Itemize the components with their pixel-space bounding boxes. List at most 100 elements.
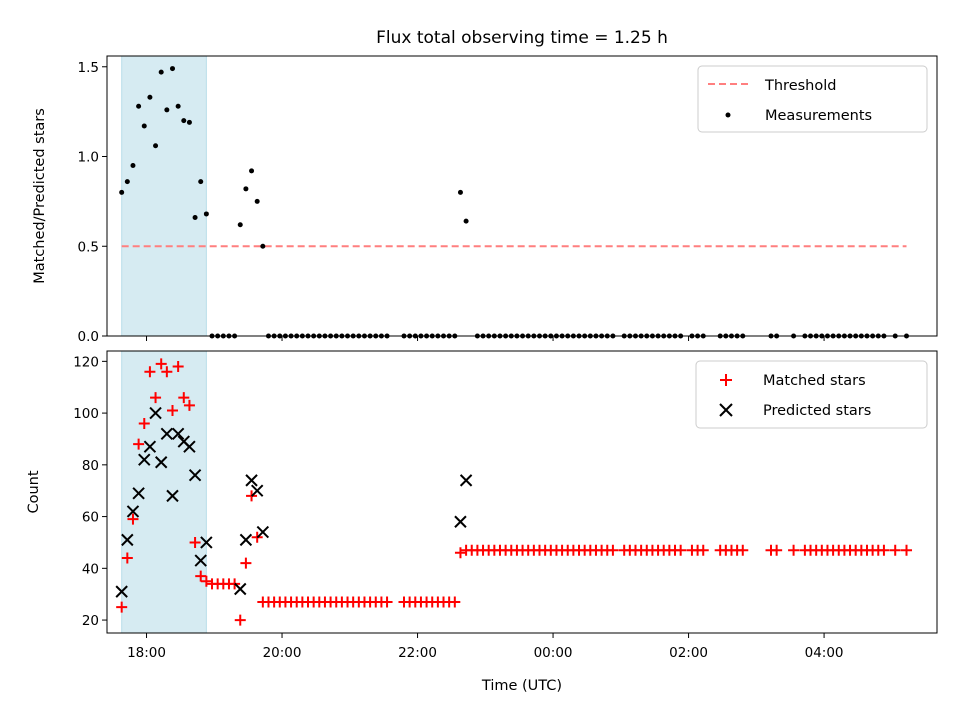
- measurement-point: [463, 218, 469, 224]
- measurement-point: [164, 107, 170, 113]
- matched-stars-series: [116, 358, 913, 626]
- top-y-tick-label: 0.5: [78, 239, 99, 255]
- predicted-star-marker: [121, 533, 134, 547]
- matched-star-marker: [901, 544, 913, 556]
- highlight-span: [121, 55, 207, 337]
- predicted-star-marker: [183, 440, 196, 453]
- matched-star-marker: [133, 438, 145, 450]
- bottom-y-tick-label: 20: [82, 613, 99, 629]
- measurement-point: [124, 179, 130, 185]
- measurement-point: [119, 189, 125, 195]
- legend-predicted-label: Predicted stars: [763, 403, 871, 419]
- count-panel: 20 40 60 80 100 120 18:00 20:00 22:00 00:00 02:00…: [26, 350, 938, 694]
- top-y-axis-ticks: 0.0 0.5 1.0 1.5: [78, 60, 107, 345]
- bottom-y-tick-label: 120: [73, 354, 99, 370]
- matched-star-marker: [889, 544, 901, 556]
- bottom-y-tick-label: 60: [82, 510, 99, 526]
- matched-star-marker: [449, 596, 461, 608]
- measurement-point: [147, 94, 153, 100]
- matched-star-marker: [178, 392, 190, 404]
- matched-star-marker: [150, 392, 162, 404]
- bottom-x-axis-ticks: 18:00 20:00 22:00 00:00 02:00 04:00: [127, 633, 844, 661]
- bottom-legend: Matched stars Predicted stars: [695, 360, 928, 429]
- measurement-point: [141, 123, 147, 129]
- predicted-star-marker: [459, 474, 473, 487]
- top-legend: Threshold Measurements: [697, 65, 928, 133]
- legend-threshold-label: Threshold: [764, 78, 836, 94]
- predicted-star-marker: [132, 487, 145, 500]
- highlight-span-rect: [121, 55, 207, 337]
- x-tick-label: 04:00: [805, 645, 844, 661]
- matched-star-marker: [144, 366, 156, 378]
- matched-star-marker: [172, 361, 184, 373]
- highlight-span: [121, 350, 207, 634]
- chart-title: Flux total observing time = 1.25 h: [376, 28, 668, 48]
- predicted-star-marker: [171, 427, 185, 440]
- predicted-star-marker: [149, 406, 162, 420]
- top-x-axis-ticks: [146, 336, 825, 341]
- measurement-point: [136, 103, 142, 109]
- x-tick-label: 18:00: [127, 645, 166, 661]
- predicted-star-marker: [154, 456, 168, 469]
- bottom-y-tick-label: 40: [82, 561, 99, 577]
- matched-star-marker: [138, 417, 150, 429]
- bottom-axes-frame: [106, 350, 938, 634]
- predicted-star-marker: [256, 525, 270, 539]
- matched-star-marker: [195, 570, 207, 582]
- x-axis-label: Time (UTC): [481, 678, 562, 694]
- matched-star-marker: [607, 544, 619, 556]
- matched-star-marker: [878, 544, 890, 556]
- matched-star-marker: [183, 399, 195, 411]
- measurement-point: [175, 103, 181, 109]
- legend-matched-label: Matched stars: [763, 373, 866, 389]
- measurement-point: [153, 143, 159, 149]
- predicted-star-marker: [143, 440, 157, 453]
- predicted-stars-series: [115, 406, 473, 598]
- matched-star-marker: [121, 552, 133, 564]
- matched-star-marker: [189, 536, 201, 548]
- measurement-point: [254, 198, 260, 204]
- predicted-star-marker: [115, 585, 128, 598]
- measurement-point: [198, 179, 204, 185]
- matched-star-marker: [200, 575, 212, 587]
- matched-star-marker: [697, 544, 709, 556]
- matched-star-marker: [155, 358, 167, 370]
- x-tick-label: 02:00: [669, 645, 708, 661]
- top-y-tick-label: 1.5: [78, 60, 99, 76]
- measurement-point: [186, 119, 192, 125]
- x-tick-label: 22:00: [398, 645, 437, 661]
- measurement-point: [237, 222, 243, 228]
- predicted-star-marker: [239, 533, 253, 547]
- bottom-y-tick-label: 80: [82, 458, 99, 474]
- matched-star-marker: [240, 557, 252, 569]
- predicted-star-marker: [454, 515, 467, 528]
- bottom-y-axis-ticks: 20 40 60 80 100 120: [73, 354, 107, 629]
- top-axes-frame: [106, 55, 938, 337]
- matched-star-marker: [788, 544, 800, 556]
- measurement-point: [243, 186, 249, 192]
- legend-measurements-swatch: [725, 112, 731, 118]
- matched-star-marker: [381, 596, 393, 608]
- predicted-star-marker: [160, 427, 174, 440]
- matched-star-marker: [116, 601, 128, 613]
- measurement-point: [192, 215, 198, 221]
- predicted-star-marker: [166, 489, 179, 503]
- matched-star-marker: [161, 366, 173, 378]
- top-y-tick-label: 1.0: [78, 150, 99, 166]
- top-y-axis-label: Matched/Predicted stars: [32, 108, 48, 284]
- matched-star-marker: [127, 513, 139, 525]
- matched-star-marker: [737, 544, 749, 556]
- predicted-star-marker: [138, 453, 151, 466]
- matched-star-marker: [234, 614, 246, 626]
- bottom-y-axis-label: Count: [26, 470, 42, 513]
- measurement-point: [181, 118, 187, 124]
- measurement-point: [203, 211, 209, 217]
- top-y-tick-label: 0.0: [78, 329, 99, 345]
- ratio-panel: 0.0 0.5 1.0 1.5 Matched/Predicted stars Thr…: [32, 55, 938, 345]
- bottom-legend-box: [695, 360, 928, 429]
- predicted-star-marker: [194, 554, 207, 567]
- matched-star-marker: [454, 547, 466, 559]
- predicted-star-marker: [188, 468, 202, 482]
- legend-predicted-swatch: [719, 403, 733, 417]
